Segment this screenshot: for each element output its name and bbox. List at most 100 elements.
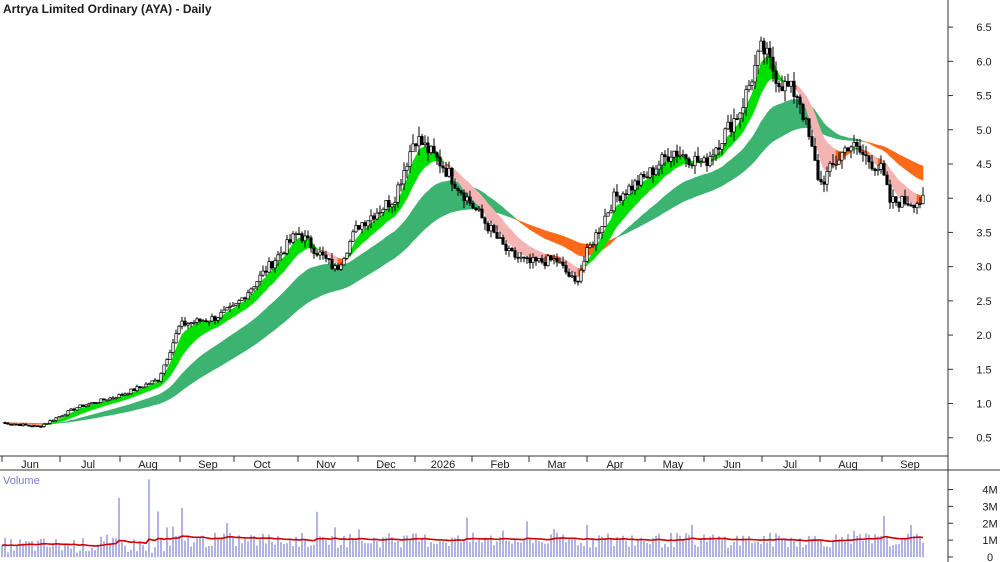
volume-bar [262,533,264,557]
slow-ma-band-segment [223,337,228,365]
volume-bar [4,537,6,557]
slow-ma-band-segment [730,156,735,181]
slow-ma-band-segment [649,205,654,222]
price-bar-body [30,425,34,428]
slow-ma-band-segment [421,193,426,233]
price-bar-body [177,325,181,334]
slow-ma-band-segment [277,294,282,328]
volume-bar [100,536,102,557]
price-bar-body [393,202,397,205]
volume-bar [826,546,828,557]
volume-bar [598,535,600,557]
volume-bar [181,508,183,557]
slow-ma-band-segment [310,266,315,302]
volume-bar [334,527,336,557]
slow-ma-band-segment [124,404,129,413]
volume-bar [718,536,720,557]
slow-ma-band-segment [238,327,243,356]
volume-bar [547,543,549,557]
slow-ma-band-segment [391,230,396,261]
volume-bar [25,541,27,557]
price-bar-body [138,386,142,389]
date-tick-label: Sep [900,459,920,471]
volume-bar [544,543,546,557]
slow-ma-band-segment [154,394,159,406]
slow-ma-band-segment [388,232,393,262]
volume-bar [157,511,159,557]
slow-ma-band-segment [61,421,66,424]
slow-ma-band-segment [424,190,429,230]
price-bar-body [894,196,898,203]
price-tick-label: 4.0 [976,193,991,205]
price-bar-body [366,220,370,227]
price-bar-body [903,196,907,205]
volume-bar [310,545,312,557]
slow-ma-band-segment [556,233,561,246]
volume-bar [148,479,150,557]
volume-tick-label: 1M [982,535,997,547]
volume-bar [892,545,894,557]
volume-bar [352,538,354,557]
volume-bar [349,533,351,557]
slow-ma-band-segment [37,423,42,425]
price-bar-body [351,231,355,242]
fast-ma-band-segment [268,270,273,288]
slow-ma-band-segment [781,101,786,137]
volume-bar [388,533,390,557]
slow-ma-band-segment [376,241,381,270]
price-bar-body [582,260,586,271]
price-bar-body [417,136,421,147]
price-bar-body [57,416,61,419]
volume-bar [733,542,735,557]
price-bar-body [672,150,676,158]
price-bar-body [234,302,238,306]
price-bar-body [87,403,91,406]
volume-bar [85,551,87,557]
slow-ma-band-segment [712,169,717,191]
volume-bar [373,537,375,557]
volume-bar [277,535,279,557]
price-tick-label: 5.0 [976,125,991,137]
price-bar-body [336,265,340,270]
slow-ma-band-segment [445,180,450,216]
slow-ma-band-segment [733,154,738,179]
volume-bar [376,541,378,557]
volume-bar [40,538,42,557]
volume-bar [379,547,381,557]
price-bar-body [621,193,625,202]
price-bar-body [96,402,100,404]
volume-bar [382,537,384,557]
price-bar-body [48,420,52,424]
slow-ma-band-segment [214,344,219,370]
volume-bar [841,536,843,557]
price-bar-body [243,297,247,300]
volume-bar [31,541,33,557]
volume-bar [76,552,78,557]
price-bar-body [192,322,196,324]
price-bar-body [6,422,10,425]
slow-ma-band-segment [568,238,573,252]
price-bar-body [111,397,115,400]
volume-bar [748,535,750,557]
slow-ma-band-segment [130,402,135,412]
volume-bar [475,541,477,557]
slow-ma-band-segment [193,358,198,383]
price-bar-body [792,80,796,97]
price-bar-body [879,163,883,170]
price-bar-body [480,208,484,219]
volume-bar [439,541,441,557]
volume-bar [340,544,342,557]
price-bar-body [291,233,295,243]
price-bar-body [297,233,301,236]
slow-ma-band-segment [751,132,756,165]
price-bar-body [636,180,640,186]
price-bar-body [399,183,403,186]
price-bar-body [834,164,838,166]
slow-ma-band-segment [439,181,444,218]
price-bar-body [279,252,283,256]
slow-ma-band-segment [361,251,366,279]
volume-bar [460,542,462,557]
volume-bar [625,540,627,557]
slow-ma-band-segment [580,243,585,257]
volume-bar [202,535,204,557]
